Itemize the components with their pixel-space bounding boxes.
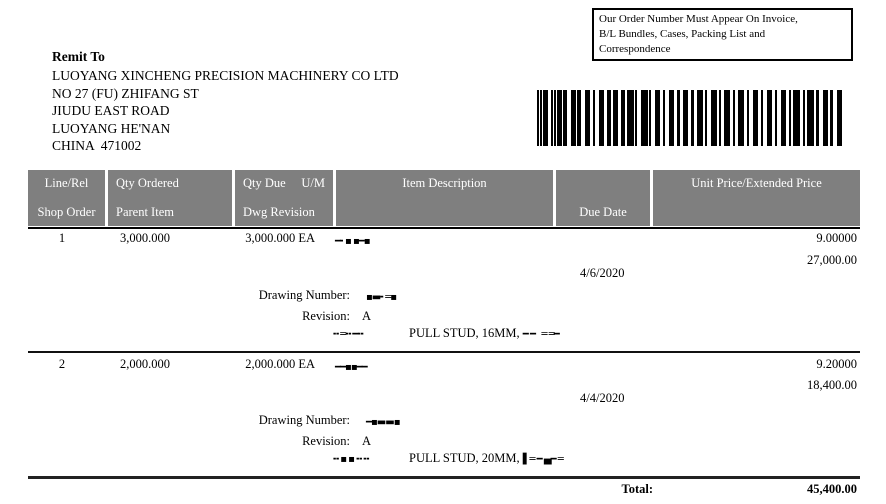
header-col-due-date: Due Date bbox=[556, 170, 650, 226]
header-unit-price: Unit Price/Extended Price bbox=[691, 176, 822, 190]
row2-description-line: ╍ ▪ ▪ ╍ ╍ PULL STUD, 20MM, ▌═ ━ ▄━ ═ bbox=[333, 451, 564, 467]
notice-line-3: Correspondence bbox=[599, 43, 671, 55]
row2-unit-price: 9.20000 bbox=[816, 357, 857, 371]
remit-to-label: Remit To bbox=[52, 49, 105, 64]
notice-line-1: Our Order Number Must Appear On Invoice, bbox=[599, 13, 798, 25]
row1-desc-redacted-before: ╍ ═╍ ━╍ bbox=[333, 329, 363, 340]
row2-drawing-number-label: Drawing Number: bbox=[258, 413, 350, 427]
row2-desc-redacted-after: ▌═ ━ ▄━ ═ bbox=[522, 454, 564, 465]
header-qty-ordered: Qty Ordered bbox=[116, 176, 179, 190]
remit-address-line-3: JIUDU EAST ROAD bbox=[52, 103, 170, 119]
row1-description-line: ╍ ═╍ ━╍ PULL STUD, 16MM, ━ ━ ═ ═━ bbox=[333, 326, 560, 342]
row1-unit-price: 9.00000 bbox=[816, 231, 857, 245]
row2-qty-due-um: 2,000.000 EA bbox=[205, 357, 315, 372]
row2-description-text: PULL STUD, 20MM, bbox=[409, 451, 520, 465]
row1-description-text: PULL STUD, 16MM, bbox=[409, 326, 520, 340]
row2-line-number: 2 bbox=[58, 357, 66, 371]
row1-qty-due-um: 3,000.000 EA bbox=[205, 231, 315, 246]
row1-revision-label: Revision: bbox=[302, 309, 350, 323]
header-bottom-rule bbox=[28, 227, 860, 229]
row1-qty-ordered: 3,000.000 bbox=[120, 231, 170, 245]
total-separator-rule bbox=[28, 476, 860, 479]
row2-qty-ordered: 2,000.000 bbox=[120, 357, 170, 371]
order-number-notice-box: Our Order Number Must Appear On Invoice,… bbox=[592, 8, 853, 61]
row1-due-date: 4/6/2020 bbox=[580, 266, 625, 280]
remit-address-line-4: LUOYANG HE'NAN bbox=[52, 120, 171, 136]
header-line-rel: Line/Rel bbox=[44, 176, 89, 190]
row-separator-rule bbox=[28, 351, 860, 353]
header-shop-order: Shop Order bbox=[37, 205, 96, 219]
barcode-image bbox=[537, 90, 845, 146]
remit-address-line-5: CHINA 471002 bbox=[52, 138, 142, 154]
row1-drawing-number-redacted: ▪▬╸═▪ bbox=[366, 292, 397, 303]
row1-drawing-number-label: Drawing Number: bbox=[258, 288, 350, 302]
row2-drawing-number-redacted: ━▪▬▬▪ bbox=[366, 417, 400, 428]
row1-line-number: 1 bbox=[58, 231, 66, 245]
row2-desc-redacted-before: ╍ ▪ ▪ ╍ ╍ bbox=[333, 454, 369, 465]
header-item-description: Item Description bbox=[402, 176, 487, 190]
row1-desc-redacted-after: ━ ━ ═ ═━ bbox=[522, 329, 560, 340]
row2-revision-label: Revision: bbox=[302, 434, 350, 448]
row2-qty-due: 2,000.000 bbox=[245, 357, 296, 371]
header-qty-due: Qty Due bbox=[243, 176, 286, 190]
notice-line-2: B/L Bundles, Cases, Packing List and bbox=[599, 28, 766, 40]
remit-to-block: Remit To LUOYANG XINCHENG PRECISION MACH… bbox=[52, 48, 399, 154]
row2-item-code-redacted: ━━▪▪━━ bbox=[335, 362, 368, 373]
header-col-line-rel: Line/Rel Shop Order bbox=[28, 170, 105, 226]
row2-um: EA bbox=[298, 357, 315, 371]
header-col-qty-ordered: Qty Ordered Parent Item bbox=[108, 170, 232, 226]
row2-extended-price: 18,400.00 bbox=[807, 378, 857, 392]
remit-address-line-2: NO 27 (FU) ZHIFANG ST bbox=[52, 85, 199, 101]
table-header: Line/Rel Shop Order Qty Ordered Parent I… bbox=[28, 170, 860, 226]
total-label: Total: bbox=[621, 482, 654, 496]
row1-revision-value: A bbox=[362, 309, 372, 323]
header-parent-item: Parent Item bbox=[116, 205, 174, 219]
total-value: 45,400.00 bbox=[807, 482, 857, 496]
row2-revision-value: A bbox=[362, 434, 372, 448]
header-um: U/M bbox=[301, 176, 325, 190]
header-dwg-revision: Dwg Revision bbox=[243, 205, 315, 219]
header-col-unit-price: Unit Price/Extended Price bbox=[653, 170, 860, 226]
row1-um: EA bbox=[298, 231, 315, 245]
row1-item-code-redacted: ━╸▪ ▪━▪ bbox=[335, 236, 371, 247]
header-due-date: Due Date bbox=[579, 205, 627, 219]
header-col-qty-due: Qty Due U/M Dwg Revision bbox=[235, 170, 333, 226]
row2-due-date: 4/4/2020 bbox=[580, 391, 625, 405]
row1-qty-due: 3,000.000 bbox=[245, 231, 296, 245]
row1-extended-price: 27,000.00 bbox=[807, 253, 857, 267]
header-col-item-description: Item Description bbox=[336, 170, 553, 226]
remit-address-line-1: LUOYANG XINCHENG PRECISION MACHINERY CO … bbox=[52, 68, 399, 84]
